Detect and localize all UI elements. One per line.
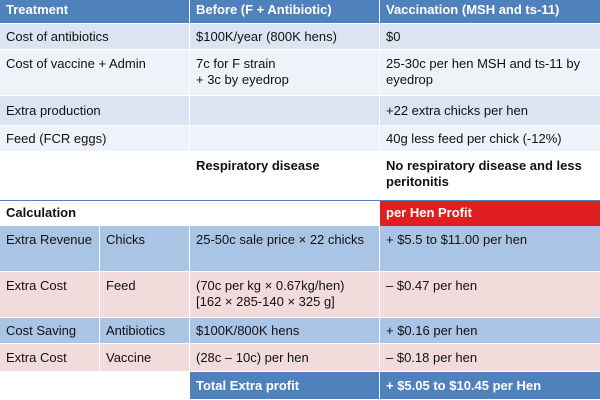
calc-type: Extra Revenue [0,226,100,272]
calc-item: Feed [100,272,190,318]
table-row: Feed (FCR eggs) 40g less feed per chick … [0,126,600,152]
row-label: Cost of vaccine + Admin [0,50,190,96]
calc-result: + $5.5 to $11.00 per hen [380,226,600,272]
row-vaccination: 40g less feed per chick (-12%) [380,126,600,152]
header-before: Before (F + Antibiotic) [190,0,380,24]
row-before [190,96,380,126]
table-row: Extra production +22 extra chicks per he… [0,96,600,126]
calc-formula: (70c per kg × 0.67kg/hen) [162 × 285-140… [190,272,380,318]
calc-formula: (28c – 10c) per hen [190,344,380,372]
table-header-row: Treatment Before (F + Antibiotic) Vaccin… [0,0,600,24]
total-label: Total Extra profit [190,372,380,400]
calc-item: Antibiotics [100,318,190,344]
header-treatment: Treatment [0,0,190,24]
calculation-header-row: Calculation per Hen Profit [0,200,600,227]
calc-type: Extra Cost [0,344,100,372]
row-vaccination: $0 [380,24,600,50]
calc-type: Cost Saving [0,318,100,344]
table-row: Cost of antibiotics $100K/year (800K hen… [0,24,600,50]
calc-row: Extra Cost Feed (70c per kg × 0.67kg/hen… [0,272,600,318]
table-row: Cost of vaccine + Admin 7c for F strain … [0,50,600,96]
total-blank [0,372,190,400]
calc-formula: 25-50c sale price × 22 chicks [190,226,380,272]
row-label: Extra production [0,96,190,126]
calculation-blank [190,201,380,227]
calc-result: – $0.18 per hen [380,344,600,372]
row-before [190,126,380,152]
calc-type: Extra Cost [0,272,100,318]
row-label-empty [0,152,190,198]
per-hen-profit-header: per Hen Profit [380,201,600,227]
disease-vaccination: No respiratory disease and less peritoni… [380,152,600,198]
calc-row: Extra Revenue Chicks 25-50c sale price ×… [0,226,600,272]
row-before: $100K/year (800K hens) [190,24,380,50]
calc-row: Extra Cost Vaccine (28c – 10c) per hen –… [0,344,600,372]
disease-row: Respiratory disease No respiratory disea… [0,152,600,198]
total-row: Total Extra profit + $5.05 to $10.45 per… [0,372,600,400]
row-label: Feed (FCR eggs) [0,126,190,152]
row-label: Cost of antibiotics [0,24,190,50]
calc-formula: $100K/800K hens [190,318,380,344]
calc-item: Vaccine [100,344,190,372]
calc-row: Cost Saving Antibiotics $100K/800K hens … [0,318,600,344]
disease-before: Respiratory disease [190,152,380,198]
calc-item: Chicks [100,226,190,272]
calculation-title: Calculation [0,201,190,227]
total-value: + $5.05 to $10.45 per Hen [380,372,600,400]
calc-result: – $0.47 per hen [380,272,600,318]
calc-result: + $0.16 per hen [380,318,600,344]
row-vaccination: 25-30c per hen MSH and ts-11 by eyedrop [380,50,600,96]
row-before: 7c for F strain + 3c by eyedrop [190,50,380,96]
header-vaccination: Vaccination (MSH and ts-11) [380,0,600,24]
row-vaccination: +22 extra chicks per hen [380,96,600,126]
